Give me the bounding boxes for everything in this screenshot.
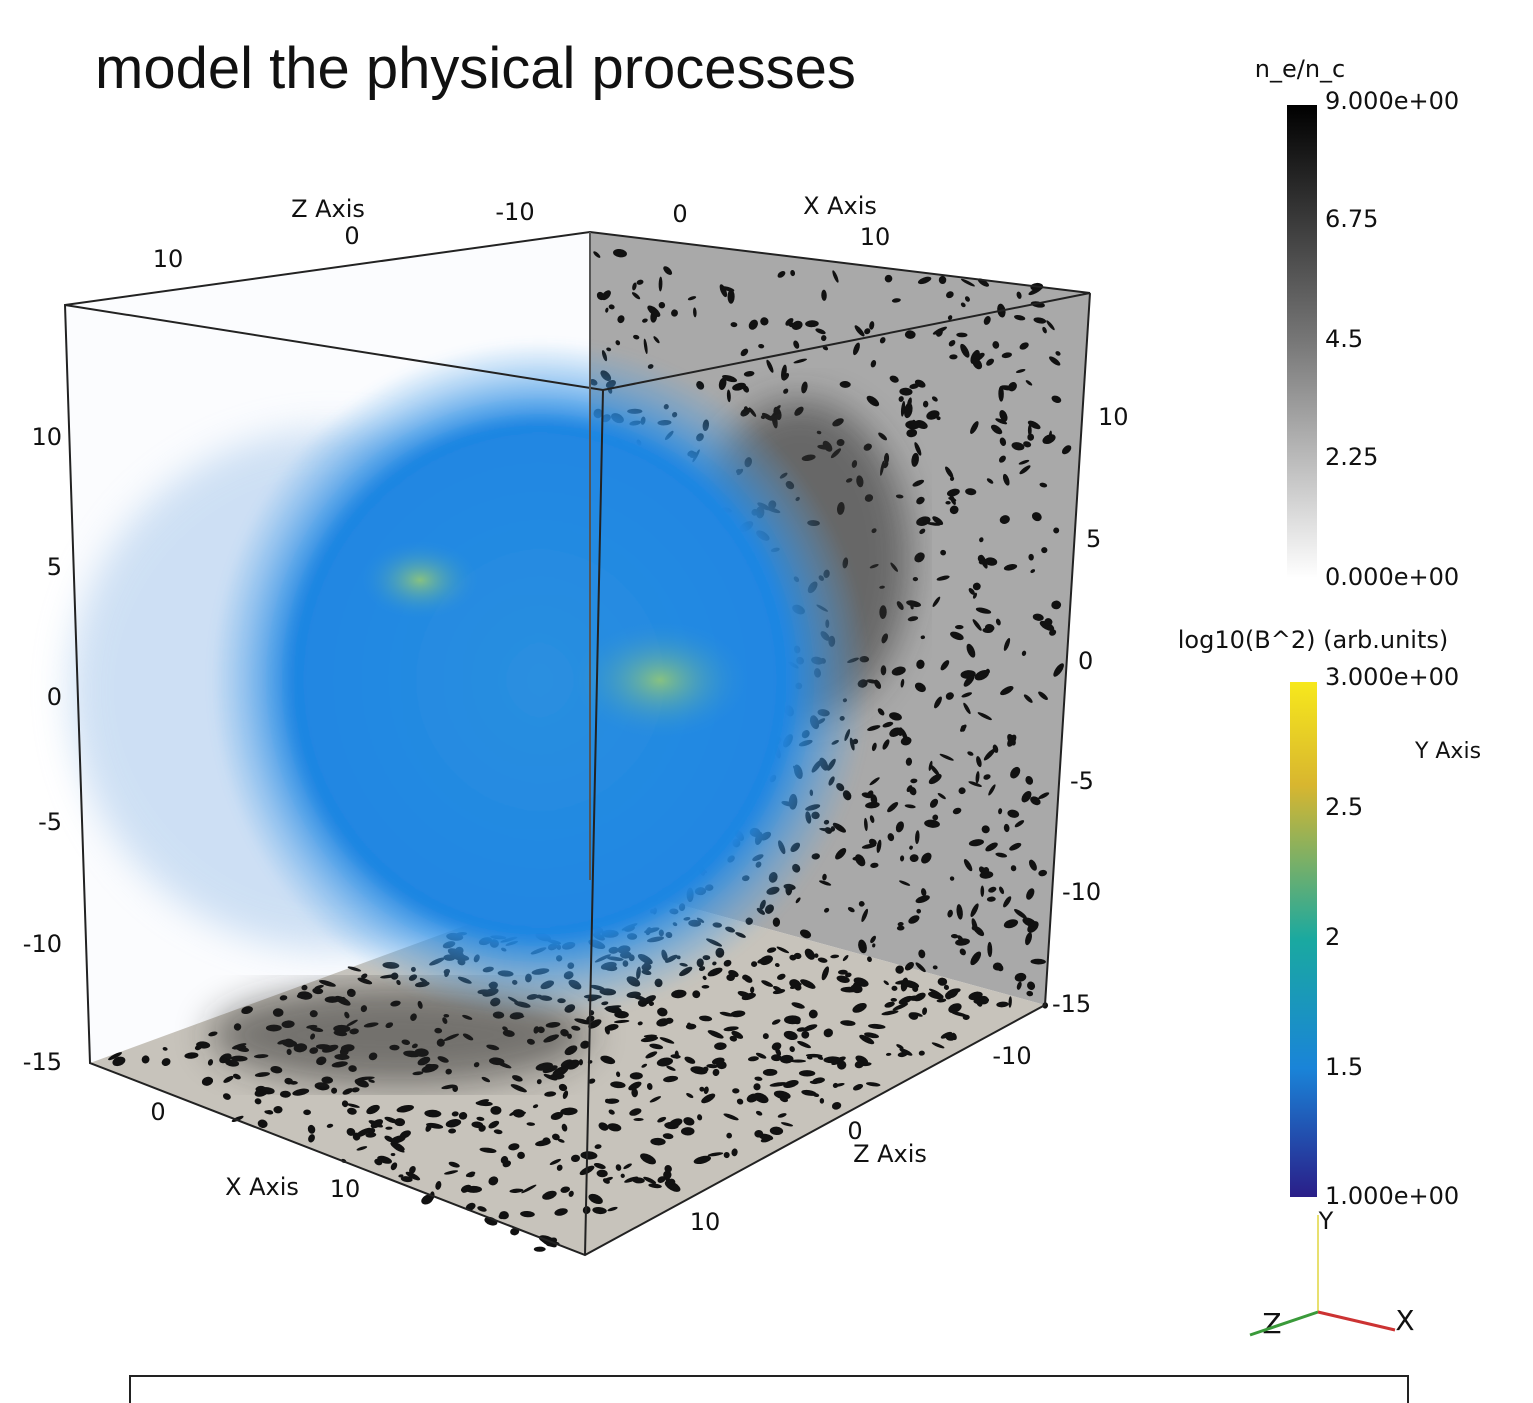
tick-label: -15 [1052,990,1091,1018]
tick-label: 10 [690,1208,721,1236]
colorbar-density [1287,105,1317,578]
tick-label: -5 [38,808,62,836]
axis-title: Z Axis [853,1140,927,1168]
speckle [490,1106,501,1115]
axis-title: Y Axis [1414,739,1481,764]
tick-label: 0 [47,683,62,711]
triad-label: Y [1318,1207,1334,1235]
colorbar-field [1290,682,1317,1197]
triad-label: X [1395,1304,1414,1337]
triad-label: Z [1262,1307,1281,1340]
tick-label: 10 [153,245,184,273]
tick-label: 0 [150,1098,165,1126]
field-hotspot [360,540,480,620]
tick-label: -10 [992,1042,1031,1070]
colorbar-label: 2 [1325,923,1340,951]
colorbar-label: 6.75 [1325,205,1378,233]
colorbar-label: 1.000e+00 [1325,1182,1459,1210]
speckle [534,1247,546,1252]
colorbar-label: 3.000e+00 [1325,663,1459,691]
colorbar-title: n_e/n_c [1255,55,1345,83]
tick-label: 5 [47,553,62,581]
tick-label: -10 [495,198,534,226]
colorbar-title: log10(B^2) (arb.units) [1178,626,1449,654]
colorbar-label: 9.000e+00 [1325,87,1459,115]
tick-label: 10 [860,223,891,251]
tick-label: 10 [1098,403,1129,431]
speckle [303,1110,311,1116]
tick-label: 0 [672,200,687,228]
speckle [465,1186,482,1193]
tick-label: 10 [330,1175,361,1203]
colorbar-label: 2.5 [1325,793,1363,821]
tick-label: 0 [1078,647,1093,675]
axis-title: X Axis [803,192,877,220]
tick-label: -10 [1062,878,1101,906]
tick-label: 0 [344,222,359,250]
citation-box [130,1376,1408,1403]
axis-title: X Axis [225,1173,299,1201]
tick-label: -5 [1070,767,1094,795]
tick-label: 5 [1086,525,1101,553]
speckle [897,727,903,736]
colorbar-label: 1.5 [1325,1053,1363,1081]
colorbar-label: 2.25 [1325,443,1378,471]
plasma-cloud [210,340,870,1020]
tick-label: -15 [23,1048,62,1076]
tick-label: -10 [23,930,62,958]
tick-label: 10 [31,423,62,451]
cube [65,232,1090,1255]
speckle [955,625,964,629]
slide-title: model the physical processes [95,36,856,101]
axis-title: Z Axis [291,195,365,223]
slide: model the physical processes Z Axis 10 0 -1… [0,0,1533,1403]
speckle [763,1033,769,1039]
colorbar-label: 4.5 [1325,325,1363,353]
colorbar-label: 0.000e+00 [1325,563,1459,591]
